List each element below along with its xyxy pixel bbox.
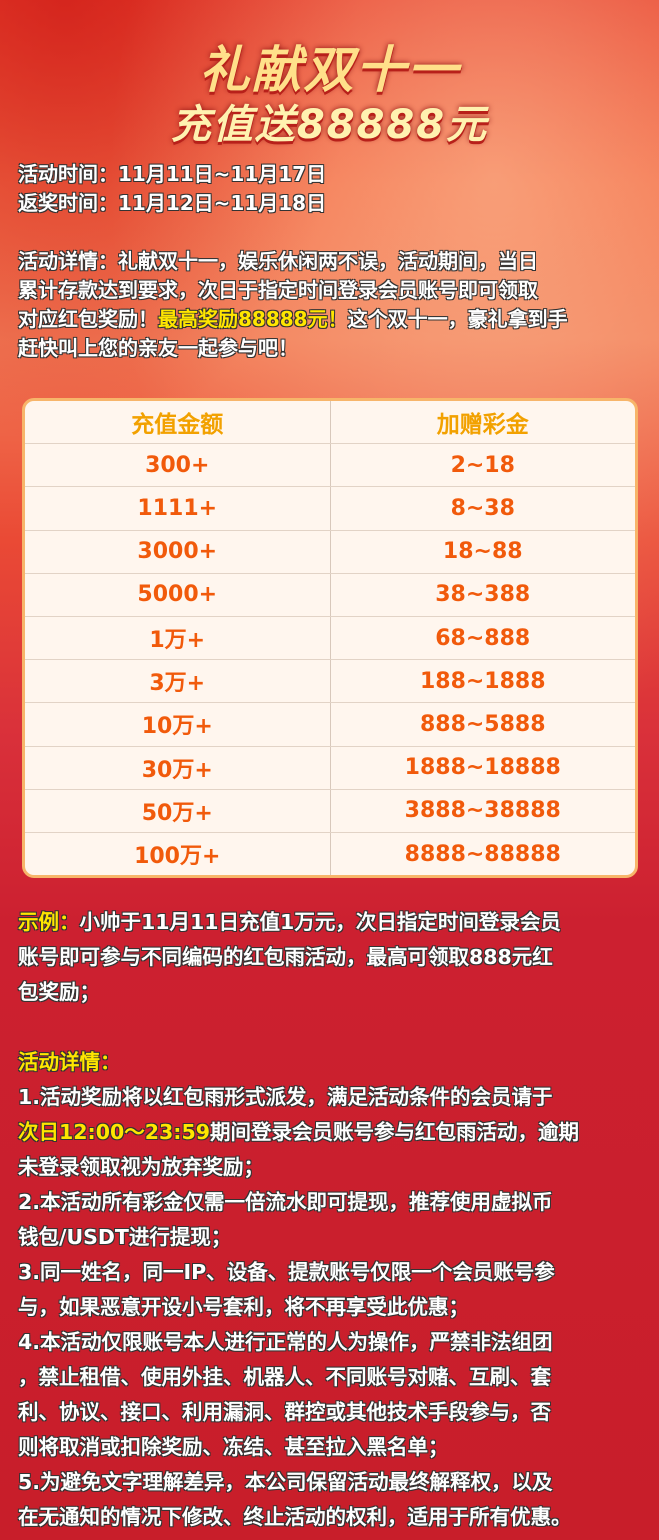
deposit-cell: 5000+	[25, 573, 331, 616]
time-info: 活动时间：11月11日~11月17日 返奖时间：11月12日~11月18日	[18, 160, 326, 218]
text-line: 示例：小帅于11月11日充值1万元，次日指定时间登录会员	[18, 905, 579, 940]
text-segment: 对应红包奖励！	[18, 307, 158, 331]
deposit-cell: 300+	[25, 444, 331, 487]
reward-table: 充值金额 加赠彩金 300+ 2~18 1111+ 8~38 3000+ 18~88 500…	[22, 398, 638, 878]
table-row: 50万+ 3888~38888	[25, 789, 635, 833]
activity-time: 活动时间：11月11日~11月17日	[18, 162, 327, 186]
text-line: 5.为避免文字理解差异，本公司保留活动最终解释权，以及	[18, 1465, 579, 1500]
reward-time: 返奖时间：11月12日~11月18日	[18, 191, 327, 215]
text-segment: ，禁止租借、使用外挂、机器人、不同账号对赌、互刷、套	[18, 1365, 551, 1389]
text-segment: 4.本活动仅限账号本人进行正常的人为操作，严禁非法组团	[18, 1330, 553, 1354]
text-segment: 未登录领取视为放弃奖励；	[18, 1155, 264, 1179]
table-row: 5000+ 38~388	[25, 573, 635, 617]
text-line: 2.本活动所有彩金仅需一倍流水即可提现，推荐使用虚拟币	[18, 1185, 579, 1220]
bonus-cell: 3888~38888	[404, 798, 561, 824]
text-segment: 利、协议、接口、利用漏洞、群控或其他技术手段参与，否	[18, 1400, 551, 1424]
text-segment: 钱包/USDT进行提现；	[18, 1225, 232, 1249]
text-segment: 账号即可参与不同编码的红包雨活动，最高可领取888元红	[18, 945, 553, 969]
text-line: 次日12:00～23:59期间登录会员账号参与红包雨活动，逾期	[18, 1115, 579, 1150]
deposit-cell: 1万+	[25, 616, 331, 660]
highlight-text: 活动详情：	[18, 1050, 121, 1074]
table-row: 100万+ 8888~88888	[25, 832, 635, 875]
text-line: 包奖励；	[18, 975, 579, 1010]
text-segment: 2.本活动所有彩金仅需一倍流水即可提现，推荐使用虚拟币	[18, 1190, 553, 1214]
text-line: ，禁止租借、使用外挂、机器人、不同账号对赌、互刷、套	[18, 1360, 579, 1395]
text-segment: 活动详情：礼献双十一，娱乐休闲两不误，活动期间，当日	[18, 249, 538, 273]
text-line: 赶快叫上您的亲友一起参与吧！	[18, 334, 568, 363]
main-title: 礼献双十一	[199, 41, 460, 99]
highlight-text: 最高奖励88888元！	[158, 307, 348, 331]
bonus-cell: 18~88	[442, 539, 523, 565]
text-segment: 1.活动奖励将以红包雨形式派发，满足活动条件的会员请于	[18, 1085, 553, 1109]
bonus-cell: 1888~18888	[404, 755, 561, 781]
header-deposit: 充值金额	[25, 401, 331, 444]
deposit-cell: 30万+	[25, 746, 331, 789]
text-line: 3.同一姓名，同一IP、设备、提款账号仅限一个会员账号参	[18, 1255, 579, 1290]
text-line: 则将取消或扣除奖励、冻结、甚至拉入黑名单；	[18, 1430, 579, 1465]
bonus-cell: 38~388	[435, 582, 531, 608]
bonus-cell: 68~888	[435, 625, 531, 651]
text-line: 4.本活动仅限账号本人进行正常的人为操作，严禁非法组团	[18, 1325, 579, 1360]
deposit-cell: 1111+	[25, 487, 331, 530]
sub-title: 充值送88888元	[170, 102, 489, 148]
text-segment: 小帅于11月11日充值1万元，次日指定时间登录会员	[79, 910, 561, 934]
text-line: 利、协议、接口、利用漏洞、群控或其他技术手段参与，否	[18, 1395, 579, 1430]
text-line: 账号即可参与不同编码的红包雨活动，最高可领取888元红	[18, 940, 579, 975]
deposit-cell: 50万+	[25, 789, 331, 832]
bonus-cell: 8888~88888	[404, 841, 561, 867]
text-segment: 3.同一姓名，同一IP、设备、提款账号仅限一个会员账号参	[18, 1260, 555, 1284]
text-line: 在无通知的情况下修改、终止活动的权利，适用于所有优惠。	[18, 1500, 579, 1535]
text-segment: 5.为避免文字理解差异，本公司保留活动最终解释权，以及	[18, 1470, 553, 1494]
header-bonus: 加赠彩金	[436, 412, 529, 439]
table-header: 充值金额 加赠彩金	[25, 401, 635, 445]
text-line: 钱包/USDT进行提现；	[18, 1220, 579, 1255]
bonus-cell: 888~5888	[419, 711, 546, 737]
table-row: 300+ 2~18	[25, 444, 635, 488]
deposit-cell: 10万+	[25, 703, 331, 746]
text-segment: 这个双十一，豪礼拿到手	[347, 307, 568, 331]
text-segment: 累计存款达到要求，次日于指定时间登录会员账号即可领取	[18, 278, 538, 302]
text-line: 活动详情：礼献双十一，娱乐休闲两不误，活动期间，当日	[18, 247, 568, 276]
text-line: 对应红包奖励！最高奖励88888元！这个双十一，豪礼拿到手	[18, 305, 568, 334]
details-text: 示例：小帅于11月11日充值1万元，次日指定时间登录会员账号即可参与不同编码的红…	[18, 905, 579, 1535]
table-row: 3000+ 18~88	[25, 530, 635, 574]
bonus-cell: 188~1888	[419, 668, 546, 694]
deposit-cell: 3000+	[25, 530, 331, 573]
text-segment: 与，如果恶意开设小号套利，将不再享受此优惠；	[18, 1295, 469, 1319]
text-line: 活动详情：	[18, 1045, 579, 1080]
text-line: 累计存款达到要求，次日于指定时间登录会员账号即可领取	[18, 276, 568, 305]
deposit-cell: 3万+	[25, 660, 331, 703]
text-line: 未登录领取视为放弃奖励；	[18, 1150, 579, 1185]
bonus-cell: 8~38	[450, 495, 515, 521]
table-row: 3万+ 188~1888	[25, 660, 635, 704]
text-segment: 包奖励；	[18, 980, 100, 1004]
text-segment: 赶快叫上您的亲友一起参与吧！	[18, 336, 298, 360]
text-segment: 则将取消或扣除奖励、冻结、甚至拉入黑名单；	[18, 1435, 449, 1459]
table-row: 10万+ 888~5888	[25, 703, 635, 747]
highlight-text: 示例：	[18, 910, 80, 934]
text-line: 1.活动奖励将以红包雨形式派发，满足活动条件的会员请于	[18, 1080, 579, 1115]
table-row: 1万+ 68~888	[25, 616, 635, 661]
intro-text: 活动详情：礼献双十一，娱乐休闲两不误，活动期间，当日 累计存款达到要求，次日于指定…	[18, 247, 568, 363]
text-line: 与，如果恶意开设小号套利，将不再享受此优惠；	[18, 1290, 579, 1325]
highlight-text: 次日12:00～23:59	[18, 1120, 211, 1144]
deposit-cell: 100万+	[25, 832, 331, 875]
bonus-cell: 2~18	[450, 452, 515, 478]
text-segment: 在无通知的情况下修改、终止活动的权利，适用于所有优惠。	[18, 1505, 572, 1529]
table-row: 30万+ 1888~18888	[25, 746, 635, 790]
table-row: 1111+ 8~38	[25, 487, 635, 531]
text-line	[18, 1010, 579, 1045]
text-segment: 期间登录会员账号参与红包雨活动，逾期	[210, 1120, 580, 1144]
